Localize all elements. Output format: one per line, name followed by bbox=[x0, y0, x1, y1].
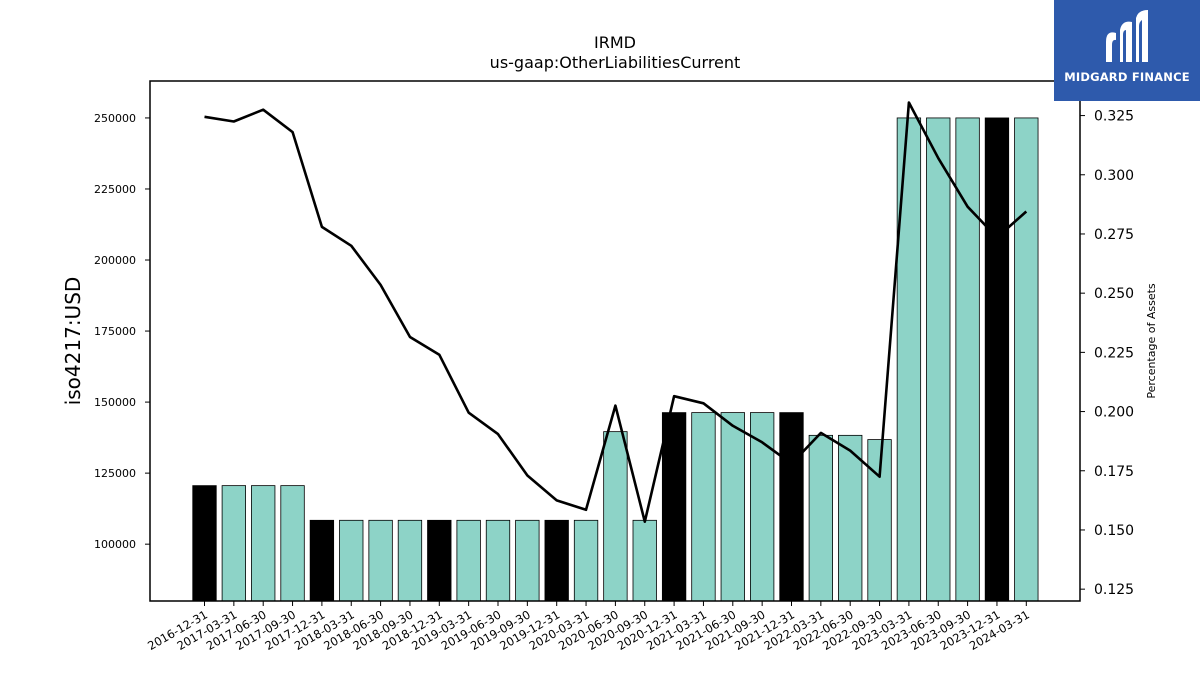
chart-title: IRMD bbox=[594, 33, 636, 52]
y-tick-label: 150000 bbox=[94, 396, 136, 409]
bar-2017-09-30 bbox=[280, 485, 305, 602]
bar-2016-12-31 bbox=[192, 485, 217, 602]
y2-tick-label: 0.325 bbox=[1094, 109, 1134, 125]
bar-2017-03-31 bbox=[221, 485, 247, 602]
y-tick-label: 175000 bbox=[94, 325, 136, 338]
bar-2023-03-31 bbox=[896, 117, 922, 602]
y-axis-right: 0.125 0.150 0.175 0.200 0.225 0.250 0.275 0.300… bbox=[1080, 109, 1134, 598]
y2-tick-label: 0.125 bbox=[1094, 582, 1134, 598]
bar-2017-12-31 bbox=[309, 519, 335, 602]
bar-2024-03-31 bbox=[1014, 117, 1039, 602]
bar-2023-09-30 bbox=[955, 117, 980, 602]
y-tick-label: 250000 bbox=[94, 112, 136, 125]
bar-2023-06-30 bbox=[926, 117, 951, 602]
bar-2022-06-30 bbox=[838, 434, 863, 602]
y2-tick-label: 0.150 bbox=[1094, 523, 1134, 539]
brand-name: MIDGARD FINANCE bbox=[1064, 70, 1190, 84]
bar-2020-06-30 bbox=[603, 431, 628, 602]
bar-2021-12-31 bbox=[779, 412, 804, 602]
y2-tick-label: 0.175 bbox=[1094, 464, 1134, 480]
brand-logo: MIDGARD FINANCE bbox=[1054, 0, 1200, 101]
bar-2019-09-30 bbox=[515, 519, 540, 602]
bar-2019-03-31 bbox=[456, 519, 481, 602]
midgard-m-icon bbox=[1106, 10, 1148, 62]
y2-tick-label: 0.250 bbox=[1094, 286, 1134, 302]
bar-2020-12-31 bbox=[661, 412, 687, 602]
percentage-line bbox=[204, 101, 1028, 524]
y2-tick-label: 0.275 bbox=[1094, 227, 1134, 243]
bar-2020-03-31 bbox=[573, 519, 599, 602]
y2-axis-label: Percentage of Assets bbox=[1145, 283, 1158, 399]
y-axis-label: iso4217:USD bbox=[61, 277, 85, 406]
bar-2022-03-31 bbox=[808, 434, 833, 602]
bar-2018-06-30 bbox=[368, 519, 393, 602]
bar-2018-12-31 bbox=[427, 519, 452, 602]
y2-tick-label: 0.200 bbox=[1094, 405, 1134, 421]
y2-tick-label: 0.300 bbox=[1094, 168, 1134, 184]
y-tick-label: 125000 bbox=[94, 467, 136, 480]
bar-2021-06-30 bbox=[720, 412, 745, 602]
bar-2018-03-31 bbox=[339, 519, 364, 602]
y2-tick-label: 0.225 bbox=[1094, 345, 1134, 361]
bars-group bbox=[192, 117, 1039, 602]
y-tick-label: 100000 bbox=[94, 538, 136, 551]
chart-subtitle: us-gaap:OtherLiabilitiesCurrent bbox=[490, 53, 741, 72]
bar-2019-06-30 bbox=[485, 519, 511, 602]
x-axis: 2016-12-312017-03-312017-06-302017-09-30… bbox=[145, 601, 1032, 653]
bar-2017-06-30 bbox=[251, 485, 276, 602]
y-tick-label: 200000 bbox=[94, 254, 136, 267]
bar-2021-03-31 bbox=[691, 412, 716, 602]
bar-2018-09-30 bbox=[397, 519, 423, 602]
bar-2023-12-31 bbox=[984, 117, 1010, 602]
y-axis-left: 100000 125000 150000 175000 200000 225000 2500… bbox=[94, 112, 150, 551]
bar-2020-09-30 bbox=[632, 519, 657, 602]
y-tick-label: 225000 bbox=[94, 183, 136, 196]
bar-2019-12-31 bbox=[544, 519, 569, 602]
